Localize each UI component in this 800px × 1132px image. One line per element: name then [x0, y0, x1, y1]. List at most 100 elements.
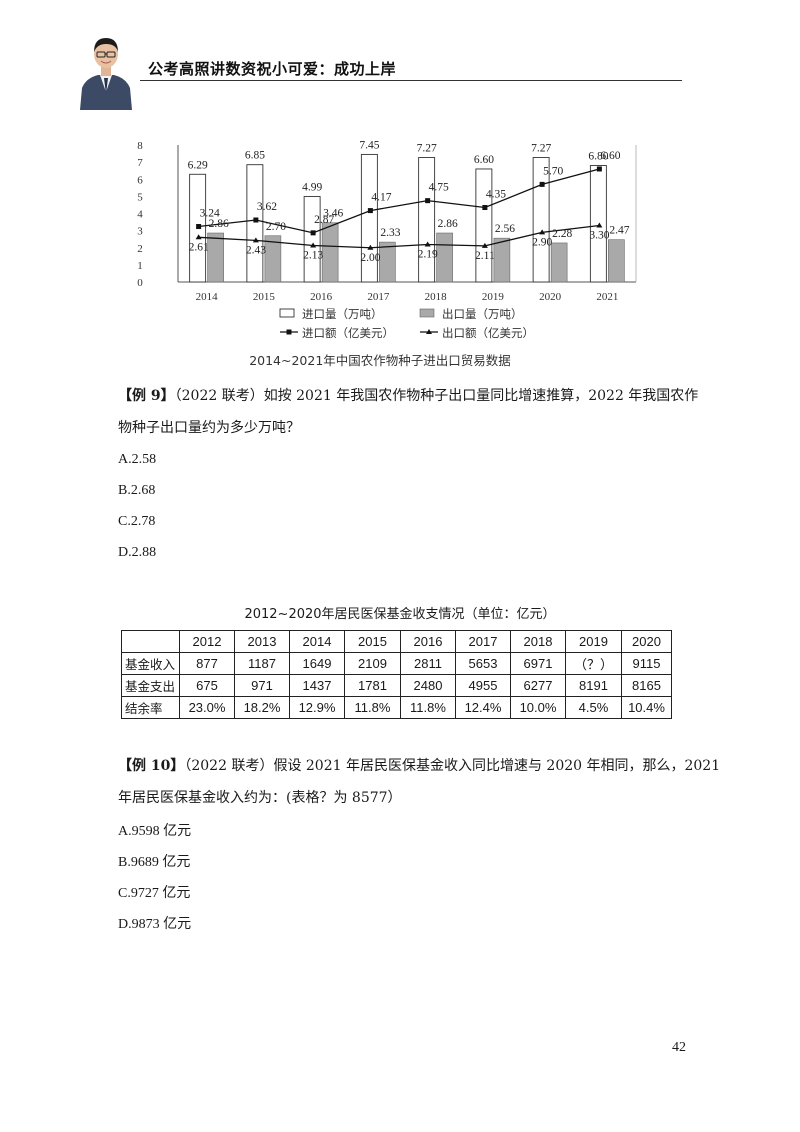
- table-header-cell: 2020: [621, 630, 672, 653]
- legend-label: 出口量（万吨）: [442, 307, 523, 321]
- row-label: 基金收入: [121, 652, 180, 675]
- export-value-marker: [310, 242, 317, 248]
- export-value-label: 2.43: [246, 244, 266, 256]
- legend-label: 进口量（万吨）: [302, 307, 383, 321]
- import-volume-bar: [303, 196, 321, 283]
- import-volume-bar: [475, 168, 493, 283]
- page-number: 42: [672, 1040, 686, 1055]
- table-header-row: 2012 2013 2014 2015 2016 2017 2018 2019 2020: [121, 630, 672, 653]
- table-cell: （？）: [565, 652, 622, 675]
- author-photo: [76, 28, 136, 110]
- y-tick-label: 8: [137, 140, 143, 152]
- table-cell: 4955: [455, 674, 511, 697]
- table-row: 基金支出 675 971 1437 1781 2480 4955 6277 8191 8165: [121, 674, 672, 697]
- q9-option-a: A.2.58: [118, 452, 157, 467]
- import-volume-bar: [589, 165, 607, 283]
- export-volume-label: 2.56: [495, 223, 515, 235]
- export-value-marker: [195, 234, 202, 240]
- import-volume-label: 6.29: [188, 159, 208, 171]
- table-cell: 1187: [234, 652, 290, 675]
- table-header-cell: 2019: [565, 630, 622, 653]
- export-volume-label: 2.86: [438, 218, 458, 230]
- legend-marker-export-value: [426, 329, 432, 334]
- export-volume-label: 2.47: [609, 225, 629, 237]
- chart-title: 2014~2021年中国农作物种子进出口贸易数据: [249, 353, 511, 368]
- y-tick-label: 6: [137, 174, 143, 186]
- import-value-marker: [196, 224, 202, 230]
- table-cell: 6971: [510, 652, 566, 675]
- table-cell: 2811: [400, 652, 456, 675]
- import-value-label: 2.87: [314, 214, 334, 226]
- legend-label: 进口额（亿美元）: [302, 326, 394, 340]
- import-value-label: 4.35: [486, 189, 506, 201]
- row-label: 基金支出: [121, 674, 180, 697]
- export-volume-label: 2.33: [380, 227, 400, 239]
- import-volume-label: 7.27: [531, 143, 551, 155]
- export-volume-bar: [436, 232, 453, 283]
- export-value-marker: [424, 241, 431, 247]
- import-volume-label: 6.60: [474, 154, 494, 166]
- export-value-marker: [539, 229, 546, 235]
- legend-marker-import-value: [286, 329, 292, 335]
- q10-option-a: A.9598 亿元: [118, 824, 192, 839]
- question-10-line2: 年居民医保基金收入约为：(表格？为 8577）: [118, 790, 402, 806]
- import-value-marker: [310, 230, 316, 236]
- table-header-cell: 2018: [510, 630, 566, 653]
- import-volume-bar: [360, 153, 378, 283]
- export-volume-bar: [493, 237, 511, 283]
- import-volume-label: 7.45: [359, 139, 379, 151]
- export-value-line: [198, 224, 600, 249]
- export-value-marker: [367, 244, 374, 250]
- y-tick-label: 2: [137, 243, 143, 255]
- import-value-label: 5.70: [543, 165, 563, 177]
- import-volume-bar: [418, 157, 436, 283]
- table-header-cell: 2014: [289, 630, 345, 653]
- export-volume-bar: [379, 241, 396, 283]
- export-value-label: 3.30: [589, 229, 609, 241]
- table-header-cell: 2015: [344, 630, 401, 653]
- import-value-line: [198, 168, 600, 234]
- legend-label: 出口额（亿美元）: [442, 326, 534, 340]
- table-cell: 8191: [565, 674, 622, 697]
- q9-option-c: C.2.78: [118, 514, 156, 529]
- y-tick-label: 3: [137, 226, 143, 238]
- export-volume-label: 2.86: [209, 218, 229, 230]
- import-value-marker: [539, 181, 545, 187]
- question-10-tag: 【例 10】: [118, 758, 185, 774]
- table-cell: 10.0%: [510, 696, 566, 719]
- export-volume-bar: [321, 222, 339, 283]
- table-cell: 1781: [344, 674, 401, 697]
- y-tick-label: 1: [137, 260, 143, 272]
- seed-trade-chart: 0 1 2 3 4 5 6 7 8 2014 2015 2016 2017 2018 2019 2020 202…: [137, 139, 637, 368]
- x-tick-label: 2021: [596, 291, 618, 303]
- x-tick-label: 2016: [310, 291, 333, 303]
- table-header-cell: 2017: [455, 630, 511, 653]
- table-cell: 2480: [400, 674, 456, 697]
- table-cell: 10.4%: [621, 696, 672, 719]
- export-volume-bar: [550, 242, 568, 283]
- y-tick-label: 0: [137, 277, 143, 289]
- y-tick-label: 7: [137, 157, 143, 169]
- export-value-label: 2.11: [475, 250, 495, 262]
- table-cell: 18.2%: [234, 696, 290, 719]
- export-value-label: 2.61: [189, 241, 209, 253]
- import-value-label: 4.75: [429, 182, 449, 194]
- x-tick-label: 2018: [425, 291, 448, 303]
- import-volume-label: 6.80: [588, 151, 608, 163]
- question-9-line2: 物种子出口量约为多少万吨？: [118, 420, 300, 436]
- table-cell: 12.9%: [289, 696, 345, 719]
- import-value-marker: [425, 198, 431, 204]
- export-value-marker: [596, 222, 603, 228]
- table-cell: 4.5%: [565, 696, 622, 719]
- table-cell: 971: [234, 674, 290, 697]
- import-value-marker: [367, 208, 373, 214]
- export-volume-bar: [264, 235, 282, 283]
- q10-option-b: B.9689 亿元: [118, 855, 191, 870]
- import-value-label: 3.62: [257, 201, 277, 213]
- table-title: 2012~2020年居民医保基金收支情况（单位：亿元）: [244, 607, 556, 622]
- table-row: 基金收入 877 1187 1649 2109 2811 5653 6971 （？） 9115: [121, 652, 672, 675]
- export-value-label: 2.13: [303, 250, 323, 262]
- table-header-cell: 2012: [179, 630, 235, 653]
- table-cell: 877: [179, 652, 235, 675]
- question-9-tag: 【例 9】: [118, 388, 175, 404]
